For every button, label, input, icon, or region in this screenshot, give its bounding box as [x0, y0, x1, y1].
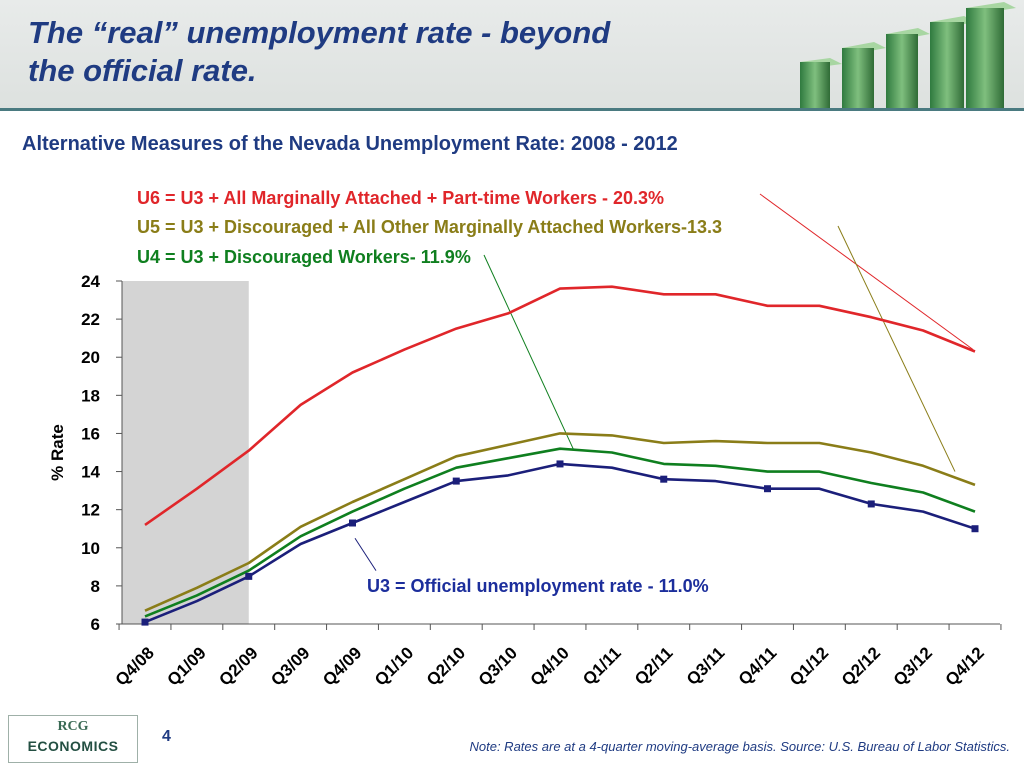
u3-data-point [245, 572, 253, 580]
y-tick-label: 12 [81, 501, 100, 520]
source-note: Note: Rates are at a 4-quarter moving-av… [469, 739, 1011, 754]
x-tick-label: Q2/10 [423, 643, 469, 689]
x-tick-label: Q3/10 [475, 643, 521, 689]
x-tick-label: Q4/09 [319, 643, 365, 689]
u5-annotation: U5 = U3 + Discouraged + All Other Margin… [137, 217, 722, 237]
x-tick-label: Q2/12 [838, 643, 884, 689]
x-tick-label: Q3/09 [267, 643, 313, 689]
u3-data-point [141, 618, 149, 626]
x-tick-label: Q4/11 [735, 643, 781, 689]
series-line-u3 [144, 462, 976, 624]
logo-mark: RCG [57, 719, 89, 734]
slide-title-line-2: the official rate. [28, 53, 257, 88]
u5-leader-line [837, 225, 956, 472]
series-line-u6 [144, 285, 976, 526]
series-line-u4 [144, 447, 976, 618]
y-tick-label: 8 [91, 577, 100, 596]
page-number: 4 [162, 728, 171, 745]
u3-data-point [349, 519, 356, 527]
x-tick-label: Q4/08 [112, 643, 158, 689]
u6-annotation: U6 = U3 + All Marginally Attached + Part… [137, 188, 664, 208]
logo-wordmark: ECONOMICS [27, 738, 119, 754]
u3-data-point [867, 500, 875, 508]
y-tick-label: 18 [81, 386, 100, 405]
x-tick-label: Q2/09 [215, 643, 261, 689]
slide-title: The “real” unemployment rate - beyond th… [28, 14, 728, 90]
rcg-economics-logo: RCG ECONOMICS [8, 715, 138, 763]
x-tick-label: Q2/11 [631, 643, 677, 689]
u3-data-point [452, 477, 460, 485]
series-line-u5 [144, 432, 976, 612]
u4-annotation: U4 = U3 + Discouraged Workers- 11.9% [137, 247, 471, 267]
u3-leader-line [354, 537, 377, 571]
recession-shade [122, 281, 249, 624]
y-axis-title: % Rate [48, 424, 67, 481]
header-divider [0, 108, 1024, 111]
u4-leader-line [483, 254, 575, 451]
u3-annotation: U3 = Official unemployment rate - 11.0% [367, 576, 709, 596]
chart-subtitle: Alternative Measures of the Nevada Unemp… [22, 133, 678, 155]
y-tick-label: 6 [91, 615, 100, 634]
slide-title-line-1: The “real” unemployment rate - beyond [28, 15, 611, 50]
y-tick-label: 24 [81, 272, 100, 291]
x-tick-label: Q1/12 [786, 643, 832, 689]
x-tick-label: Q1/11 [579, 643, 625, 689]
u3-data-point [660, 475, 668, 483]
y-tick-label: 16 [81, 424, 100, 443]
y-tick-label: 14 [81, 463, 100, 482]
u6-leader-line [759, 193, 974, 350]
x-tick-label: Q1/09 [164, 643, 210, 689]
u3-data-point [971, 525, 979, 533]
x-tick-label: Q1/10 [371, 643, 417, 689]
x-tick-label: Q4/12 [942, 643, 988, 689]
x-tick-label: Q4/10 [527, 643, 573, 689]
x-tick-label: Q3/12 [890, 643, 936, 689]
x-tick-label: Q3/11 [683, 643, 729, 689]
y-tick-label: 22 [81, 310, 100, 329]
u3-data-point [556, 460, 564, 468]
y-tick-label: 10 [81, 539, 100, 558]
bar-chart-decoration-icon [800, 2, 1016, 108]
u3-data-point [764, 485, 771, 493]
y-tick-label: 20 [81, 348, 100, 367]
